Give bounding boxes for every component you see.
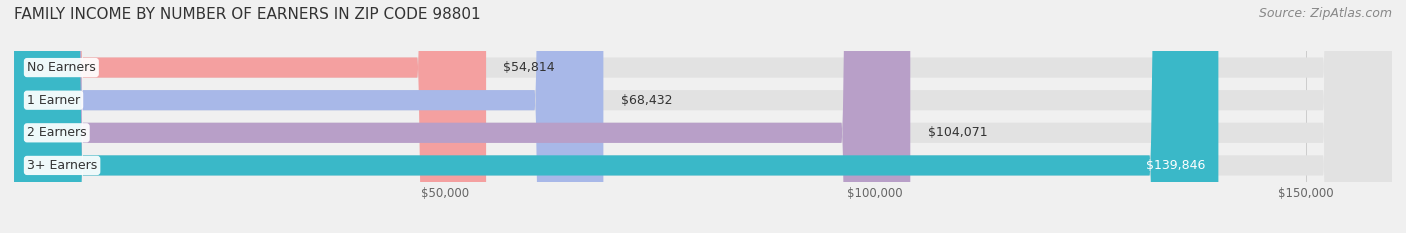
FancyBboxPatch shape [14, 0, 1392, 233]
Text: FAMILY INCOME BY NUMBER OF EARNERS IN ZIP CODE 98801: FAMILY INCOME BY NUMBER OF EARNERS IN ZI… [14, 7, 481, 22]
FancyBboxPatch shape [14, 0, 1392, 233]
Text: 1 Earner: 1 Earner [27, 94, 80, 107]
FancyBboxPatch shape [14, 0, 1219, 233]
FancyBboxPatch shape [14, 0, 486, 233]
Text: No Earners: No Earners [27, 61, 96, 74]
Text: $139,846: $139,846 [1146, 159, 1205, 172]
Text: Source: ZipAtlas.com: Source: ZipAtlas.com [1258, 7, 1392, 20]
Text: 3+ Earners: 3+ Earners [27, 159, 97, 172]
FancyBboxPatch shape [14, 0, 1392, 233]
Text: $68,432: $68,432 [620, 94, 672, 107]
FancyBboxPatch shape [14, 0, 603, 233]
Text: 2 Earners: 2 Earners [27, 126, 87, 139]
Text: $104,071: $104,071 [928, 126, 987, 139]
Text: $54,814: $54,814 [503, 61, 555, 74]
FancyBboxPatch shape [14, 0, 910, 233]
FancyBboxPatch shape [14, 0, 1392, 233]
